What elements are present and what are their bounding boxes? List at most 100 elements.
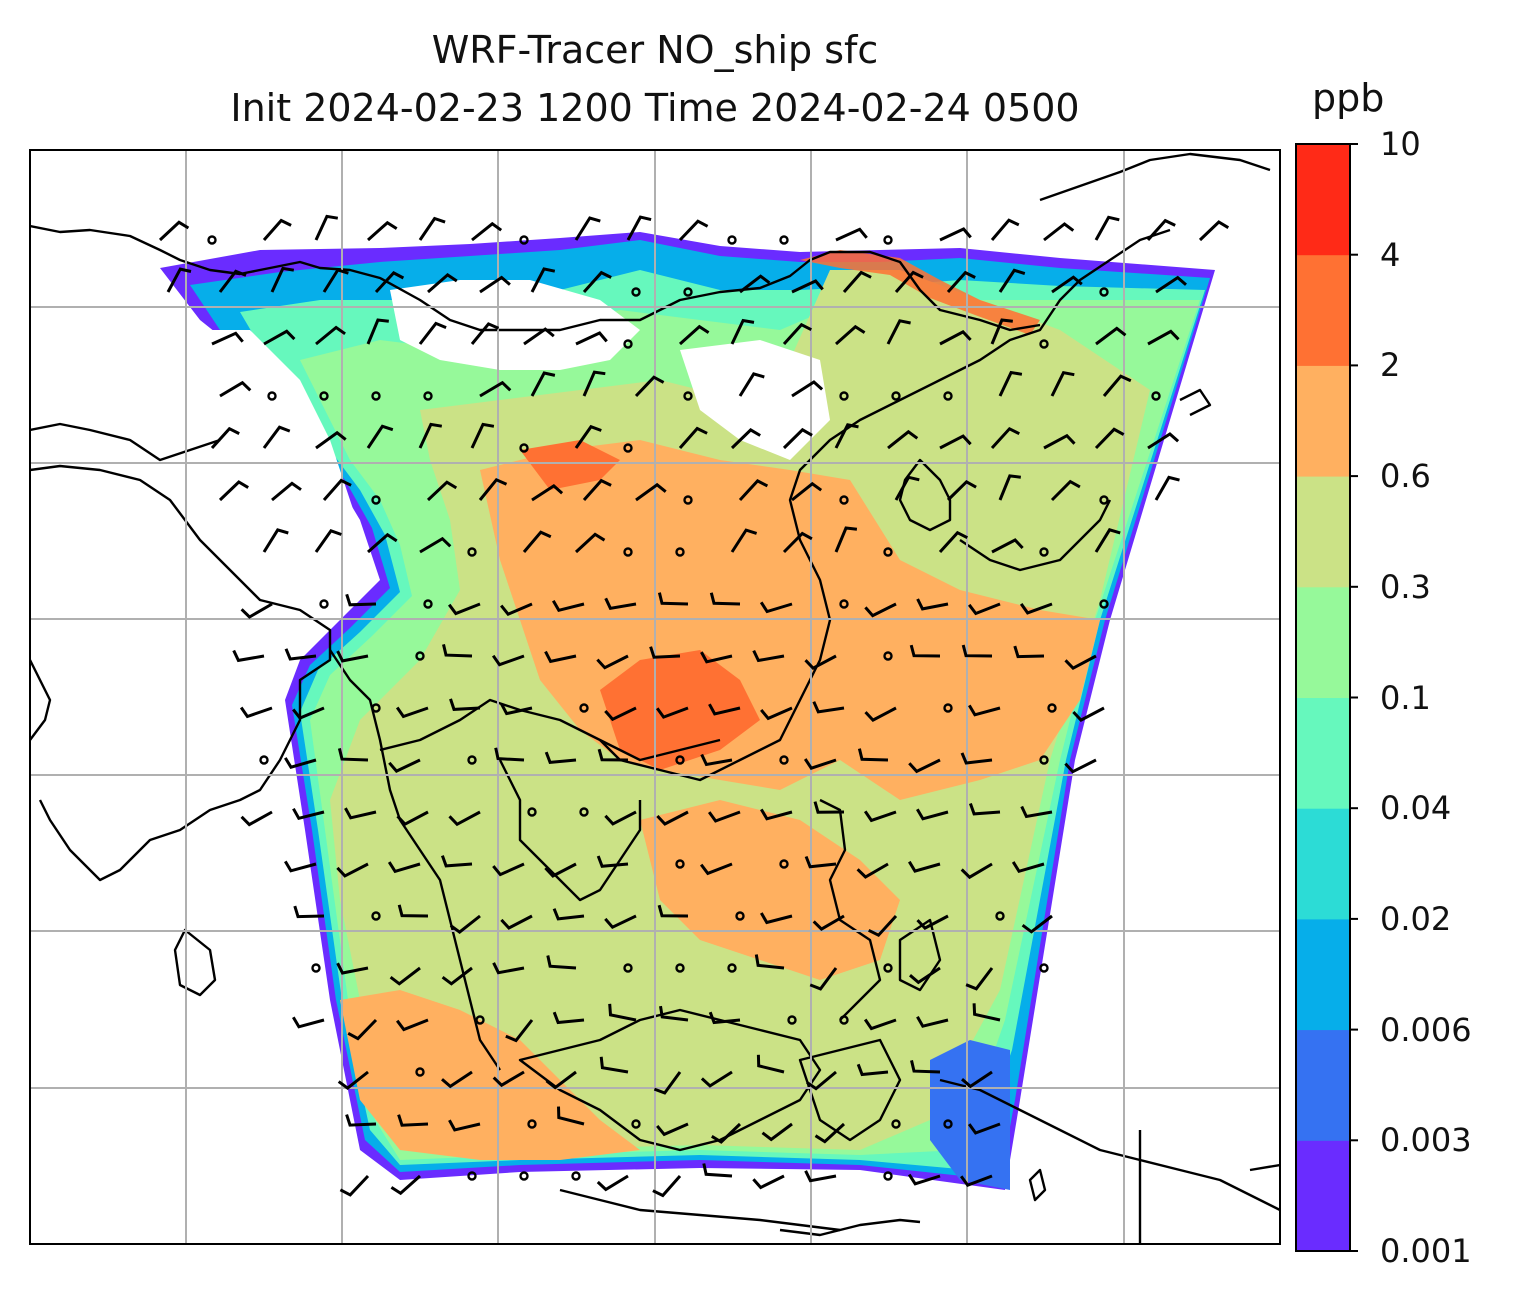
- wind-barb: [314, 214, 339, 241]
- wind-barb: [337, 748, 369, 762]
- map-content: [30, 150, 1280, 1244]
- wind-barb: [492, 862, 525, 877]
- wind-barb: [909, 644, 941, 658]
- wind-calm-marker: [527, 1119, 537, 1129]
- wind-calm-marker: [415, 1067, 425, 1077]
- wind-calm-marker: [787, 1015, 797, 1025]
- wind-barb: [449, 914, 481, 934]
- wind-barb: [582, 370, 606, 397]
- wind-barb: [1072, 706, 1105, 722]
- wind-barb: [1043, 222, 1075, 242]
- wind-barb: [492, 962, 525, 975]
- wind-barb: [544, 751, 577, 764]
- colorbar-segment: [1296, 144, 1350, 256]
- wind-barb: [656, 810, 689, 826]
- wind-barb: [946, 479, 977, 502]
- wind-barb: [835, 227, 868, 242]
- wind-barb: [1094, 427, 1125, 450]
- wind-barb: [707, 810, 741, 823]
- wind-barb: [604, 810, 637, 826]
- wind-barb: [545, 1070, 577, 1090]
- wind-calm-marker: [519, 235, 529, 245]
- wind-barb: [418, 216, 446, 241]
- wind-barb: [522, 530, 552, 553]
- wind-calm-marker: [467, 1171, 477, 1181]
- wind-barb: [574, 532, 606, 554]
- wind-barb: [218, 480, 249, 502]
- wind-barb: [322, 268, 349, 293]
- wind-barb: [262, 425, 291, 449]
- wind-barb: [938, 530, 968, 554]
- wind-barb: [1155, 275, 1187, 294]
- wind-barb: [574, 216, 601, 241]
- wind-barb: [441, 966, 473, 986]
- wind-barb: [711, 1122, 742, 1144]
- wind-barb: [366, 424, 394, 449]
- wind-barb: [479, 275, 511, 294]
- wind-barb: [1154, 475, 1180, 501]
- wind-barb: [804, 654, 837, 671]
- wind-calm-marker: [1099, 287, 1109, 297]
- wind-barb: [604, 597, 637, 610]
- colorbar-tick-label: 0.003: [1380, 1121, 1472, 1160]
- colorbar-tick-label: 0.001: [1380, 1232, 1472, 1270]
- wind-barb: [418, 321, 447, 345]
- wind-barb: [700, 862, 733, 876]
- wind-barb: [470, 422, 495, 449]
- colorbar-segment: [1296, 918, 1350, 1031]
- wind-barb: [1198, 220, 1230, 242]
- wind-barb: [864, 602, 897, 618]
- wind-calm-marker: [259, 755, 269, 765]
- wind-barb: [894, 270, 924, 293]
- wind-barb: [678, 426, 708, 449]
- wind-barb: [478, 477, 508, 501]
- wind-barb: [546, 955, 577, 970]
- wind-calm-marker: [1039, 339, 1049, 349]
- wind-calm-marker: [623, 443, 633, 453]
- wind-calm-marker: [943, 703, 953, 713]
- colorbar-segment: [1296, 476, 1350, 588]
- wind-calm-marker: [623, 547, 633, 557]
- wind-barb: [730, 318, 755, 345]
- wind-barb: [939, 434, 972, 450]
- wind-barb: [803, 758, 837, 770]
- wind-barb: [1146, 218, 1176, 241]
- wind-barb: [965, 967, 994, 991]
- wind-barb: [397, 904, 429, 918]
- wind-barb: [652, 1175, 682, 1198]
- wind-calm-marker: [319, 599, 329, 609]
- wind-barb: [754, 954, 785, 970]
- wind-calm-marker: [675, 547, 685, 557]
- wind-barb: [240, 810, 273, 827]
- colorbar-tick-label: 0.1: [1380, 678, 1431, 717]
- wind-barb: [1043, 433, 1076, 450]
- wind-barb: [649, 646, 681, 659]
- wind-barb: [500, 602, 533, 617]
- wind-barb: [470, 322, 500, 345]
- wind-calm-marker: [267, 391, 277, 401]
- wind-barb: [366, 318, 389, 345]
- wind-barb: [626, 215, 652, 241]
- wind-barb: [390, 1174, 421, 1196]
- field-level-orange-sea: [640, 800, 900, 980]
- wind-barb: [322, 478, 352, 501]
- wind-barb: [804, 1170, 837, 1183]
- wind-barb: [998, 268, 1026, 293]
- wind-calm-marker: [779, 859, 789, 869]
- wind-barb: [210, 426, 240, 450]
- field-gap-northeast: [680, 340, 830, 460]
- wind-barb: [814, 1122, 846, 1144]
- wind-barb: [961, 644, 993, 658]
- wind-calm-marker: [527, 807, 537, 817]
- wind-calm-marker: [519, 1171, 529, 1181]
- wind-barb: [552, 908, 585, 921]
- wind-calm-marker: [371, 495, 381, 505]
- wind-barb: [337, 1070, 369, 1090]
- wind-calm-marker: [839, 391, 849, 401]
- wind-barb: [709, 592, 741, 606]
- wind-barb: [939, 227, 972, 242]
- wind-barb: [211, 331, 244, 346]
- wind-barb: [1095, 326, 1127, 346]
- wind-calm-marker: [467, 547, 477, 557]
